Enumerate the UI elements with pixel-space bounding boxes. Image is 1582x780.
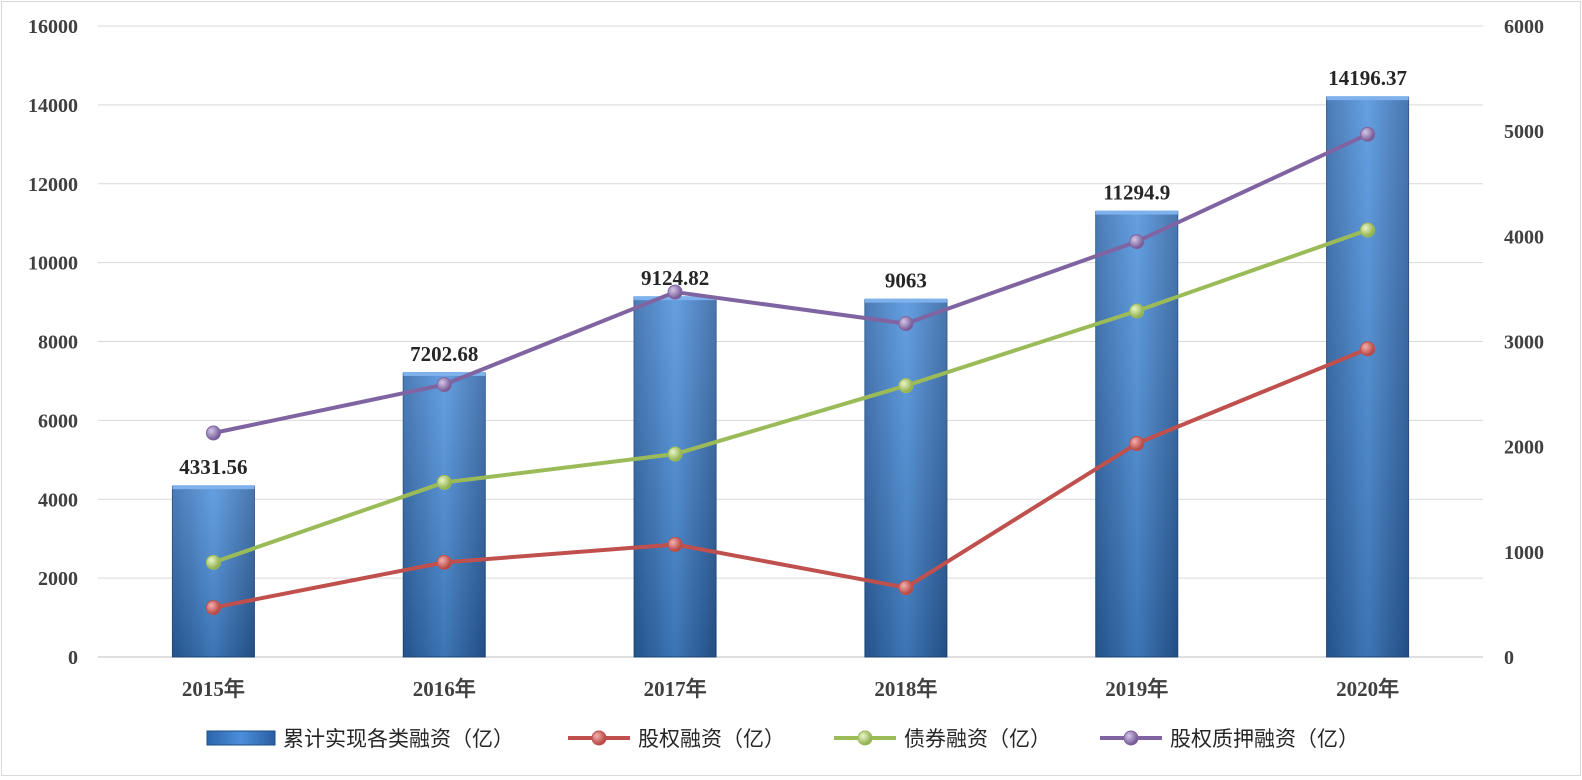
series-point xyxy=(898,316,914,332)
right-y-tick-label: 1000 xyxy=(1504,542,1544,564)
bar-top-highlight xyxy=(403,371,486,376)
legend: 累计实现各类融资（亿） 股权融资（亿） 债券融资（亿） 股权质押融资（亿） xyxy=(206,727,1359,751)
bar-top-highlight xyxy=(1326,96,1409,101)
legend-marker xyxy=(857,730,873,746)
bar-data-label: 7202.68 xyxy=(410,342,478,366)
legend-label: 债券融资（亿） xyxy=(904,727,1051,751)
bar-shade xyxy=(403,372,486,657)
legend-label: 股权质押融资（亿） xyxy=(1170,727,1359,751)
series-point xyxy=(1129,234,1145,250)
bar-shade xyxy=(1095,211,1178,658)
series-point xyxy=(436,377,452,393)
left-y-tick-label: 10000 xyxy=(28,253,78,275)
series-point xyxy=(1360,222,1376,238)
left-y-tick-label: 12000 xyxy=(28,174,78,196)
series-point xyxy=(1129,436,1145,452)
line-series xyxy=(205,126,1376,616)
legend-bar-swatch xyxy=(206,730,276,746)
left-y-tick-label: 2000 xyxy=(38,568,78,590)
right-y-tick-label: 5000 xyxy=(1504,121,1544,143)
series-point xyxy=(667,284,683,300)
legend-label: 股权融资（亿） xyxy=(638,727,785,751)
right-y-tick-label: 3000 xyxy=(1504,332,1544,354)
left-y-tick-label: 8000 xyxy=(38,332,78,354)
bar-data-label: 11294.9 xyxy=(1103,181,1170,205)
x-tick-label: 2017年 xyxy=(644,677,707,701)
series-point xyxy=(1360,341,1376,357)
series-line xyxy=(212,228,1369,565)
gridlines xyxy=(98,25,1483,658)
legend-label: 累计实现各类融资（亿） xyxy=(283,727,514,751)
bar-data-label: 14196.37 xyxy=(1328,66,1407,90)
x-tick-label: 2019年 xyxy=(1105,677,1168,701)
series-point xyxy=(205,554,221,570)
right-y-tick-label: 6000 xyxy=(1504,16,1544,38)
right-y-tick-label: 4000 xyxy=(1504,226,1544,248)
x-tick-label: 2016年 xyxy=(413,677,476,701)
left-y-tick-label: 16000 xyxy=(28,16,78,38)
bar-top-highlight xyxy=(1095,210,1178,215)
bar-data-label: 4331.56 xyxy=(179,455,247,479)
bar-top-highlight xyxy=(172,485,255,490)
left-y-axis: 0 2000 4000 6000 8000 10000 12000 14000 16000 xyxy=(28,16,78,669)
series-point xyxy=(205,425,221,441)
right-y-axis: 0 1000 2000 3000 4000 5000 6000 xyxy=(1504,16,1544,669)
series-point xyxy=(205,600,221,616)
bar-shade xyxy=(634,297,717,657)
series-point xyxy=(436,554,452,570)
legend-marker xyxy=(1123,730,1139,746)
series-point xyxy=(667,536,683,552)
bar-shade xyxy=(864,299,947,657)
x-tick-label: 2020年 xyxy=(1336,677,1399,701)
left-y-tick-label: 0 xyxy=(68,647,78,669)
right-y-tick-label: 2000 xyxy=(1504,437,1544,459)
x-tick-label: 2018年 xyxy=(874,677,937,701)
left-y-tick-label: 6000 xyxy=(38,410,78,432)
x-axis-labels: 2015年 2016年 2017年 2018年 2019年 2020年 xyxy=(182,677,1399,701)
series-point xyxy=(436,474,452,490)
series-point xyxy=(898,378,914,394)
series-line xyxy=(213,132,1369,435)
bar-data-label: 9063 xyxy=(885,269,927,293)
right-y-tick-label: 0 xyxy=(1504,647,1514,669)
left-y-tick-label: 14000 xyxy=(28,95,78,117)
x-tick-label: 2015年 xyxy=(182,677,245,701)
series-line xyxy=(213,347,1369,610)
bar-shade xyxy=(172,486,255,657)
legend-marker xyxy=(591,730,607,746)
series-point xyxy=(1129,303,1145,319)
series-point xyxy=(667,446,683,462)
bar-top-highlight xyxy=(864,298,947,303)
bar-shade xyxy=(1326,97,1409,657)
series-point xyxy=(1360,126,1376,142)
left-y-tick-label: 4000 xyxy=(38,489,78,511)
series-point xyxy=(898,580,914,596)
